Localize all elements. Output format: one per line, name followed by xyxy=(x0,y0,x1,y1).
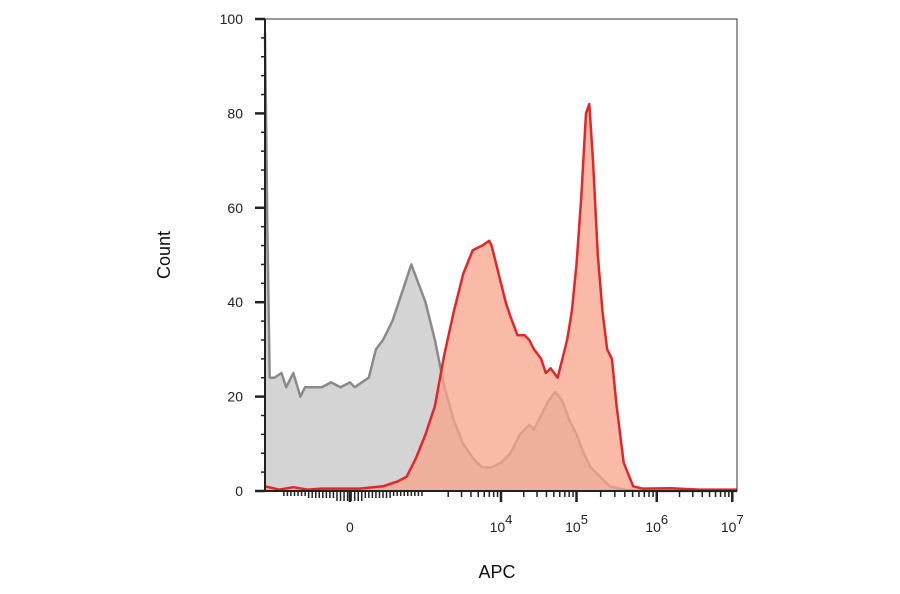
x-tick-label: 107 xyxy=(721,512,744,535)
x-tick-label: 104 xyxy=(490,512,513,535)
x-axis-title: APC xyxy=(478,562,515,582)
series-2-line xyxy=(264,102,737,491)
x-tick-label: 105 xyxy=(565,512,588,535)
x-tick-label: 0 xyxy=(346,519,354,535)
plot-area xyxy=(263,33,737,493)
y-tick-label: 0 xyxy=(235,483,243,499)
y-tick-label: 20 xyxy=(227,389,243,405)
y-tick-label: 100 xyxy=(220,11,244,27)
axes: 0 20 40 60 80 100 0 104 105 106 107 xyxy=(220,11,744,535)
y-tick-label: 60 xyxy=(227,200,243,216)
y-axis-title: Count xyxy=(154,231,174,279)
y-tick-label: 40 xyxy=(227,294,243,310)
series-2-area xyxy=(265,104,737,491)
series-1-area xyxy=(265,33,737,491)
y-tick-label: 80 xyxy=(227,105,243,121)
x-tick-label: 106 xyxy=(645,512,668,535)
